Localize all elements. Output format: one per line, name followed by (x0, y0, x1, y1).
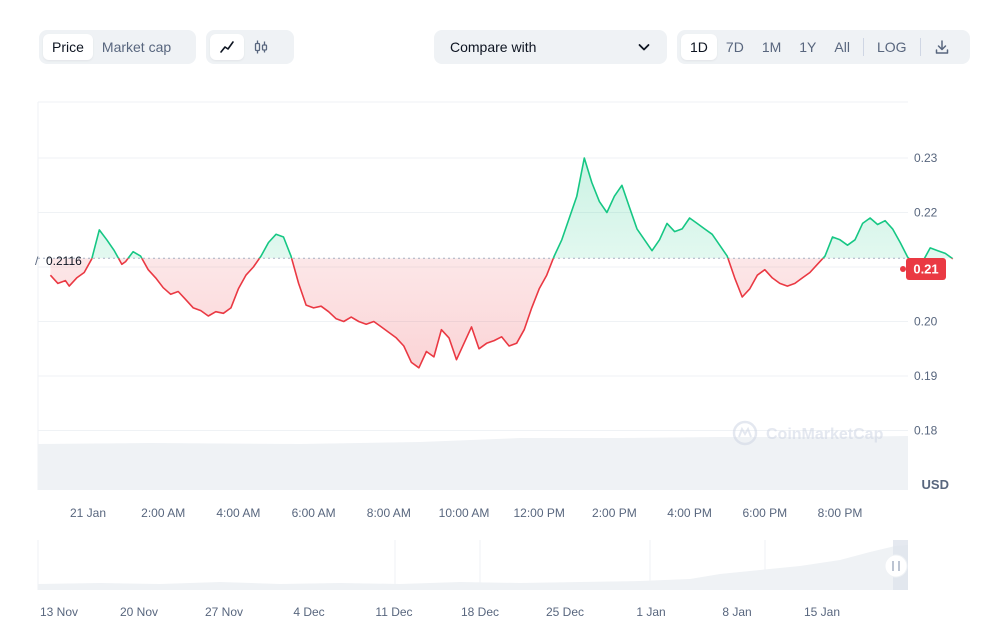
overview-x-tick-label: 4 Dec (293, 605, 324, 619)
overview-range-handle[interactable] (884, 554, 908, 578)
x-tick-label: 2:00 AM (141, 506, 185, 520)
metric-tabs: Price Market cap (39, 30, 196, 64)
x-tick-label: 4:00 PM (667, 506, 712, 520)
x-tick-label: 8:00 PM (818, 506, 863, 520)
overview-x-ticks: 13 Nov 20 Nov 27 Nov 4 Dec 11 Dec 18 Dec 25 De… (40, 605, 840, 619)
price-line-below (49, 258, 954, 369)
log-scale-toggle[interactable]: LOG (876, 39, 907, 55)
range-divider (862, 38, 864, 56)
current-price-dot (900, 266, 906, 272)
currency-label: USD (922, 477, 949, 492)
compare-with-dropdown[interactable]: Compare with (434, 30, 667, 64)
line-chart-icon (220, 41, 234, 53)
y-axis-ticks: 0.18 0.19 0.20 0.21 0.22 0.23 (914, 151, 938, 438)
overview-area (38, 545, 908, 590)
tab-price[interactable]: Price (43, 34, 93, 60)
y-tick-label: 0.22 (914, 206, 938, 220)
chevron-down-icon (638, 44, 650, 51)
current-price-badge (906, 258, 946, 280)
current-price-label: 0.21 (913, 262, 938, 277)
y-tick-label: 0.20 (914, 315, 938, 329)
download-button[interactable] (925, 34, 959, 60)
reference-value-label: 0.2116 (46, 254, 82, 268)
overview-x-tick-label: 27 Nov (205, 605, 243, 619)
range-tabs: 1D 7D 1M 1Y All LOG (677, 30, 970, 64)
tab-market-cap[interactable]: Market cap (101, 39, 172, 55)
x-tick-label: 4:00 AM (216, 506, 260, 520)
range-1m[interactable]: 1M (761, 39, 782, 55)
area-above-reference (91, 158, 953, 259)
coinmarketcap-logo-icon (732, 420, 758, 446)
overview-x-tick-label: 25 Dec (546, 605, 584, 619)
x-tick-label: 10:00 AM (439, 506, 490, 520)
download-divider (919, 38, 921, 56)
coinmarketcap-logo-mark (738, 426, 752, 438)
x-tick-label: 6:00 PM (742, 506, 787, 520)
x-tick-label: 12:00 PM (514, 506, 565, 520)
area-below-reference (50, 258, 953, 368)
y-tick-label: 0.23 (914, 151, 938, 165)
range-1d[interactable]: 1D (681, 34, 717, 60)
compare-with-label: Compare with (450, 39, 537, 55)
overview-x-tick-label: 11 Dec (375, 605, 412, 619)
overview-x-tick-label: 13 Nov (40, 605, 78, 619)
y-tick-label: 0.18 (914, 424, 938, 438)
overview-gridlines (37, 540, 766, 590)
x-tick-label: 21 Jan (70, 506, 106, 520)
overview-x-tick-label: 18 Dec (461, 605, 499, 619)
range-1y[interactable]: 1Y (799, 39, 817, 55)
x-tick-label: 2:00 PM (592, 506, 637, 520)
overview-x-tick-label: 15 Jan (804, 605, 840, 619)
y-tick-label: 0.19 (914, 369, 938, 383)
x-axis-ticks: 21 Jan 2:00 AM 4:00 AM 6:00 AM 8:00 AM 10:00 … (70, 506, 862, 520)
range-7d[interactable]: 7D (725, 39, 744, 55)
line-chart-button[interactable] (210, 34, 244, 60)
x-tick-label: 8:00 AM (367, 506, 411, 520)
candlestick-icon (254, 40, 268, 54)
x-tick-label: 6:00 AM (292, 506, 336, 520)
overview-x-tick-label: 8 Jan (722, 605, 751, 619)
overview-x-tick-label: 20 Nov (120, 605, 158, 619)
range-all[interactable]: All (834, 39, 850, 55)
chart-type-toggle (206, 30, 294, 64)
coinmarketcap-watermark: CoinMarketCap (732, 420, 884, 446)
reference-marker-icon: / (35, 254, 39, 268)
download-icon (935, 40, 948, 54)
candlestick-button[interactable] (244, 34, 278, 60)
volume-area (38, 436, 908, 490)
watermark-text: CoinMarketCap (766, 426, 884, 443)
overview-x-tick-label: 1 Jan (636, 605, 665, 619)
